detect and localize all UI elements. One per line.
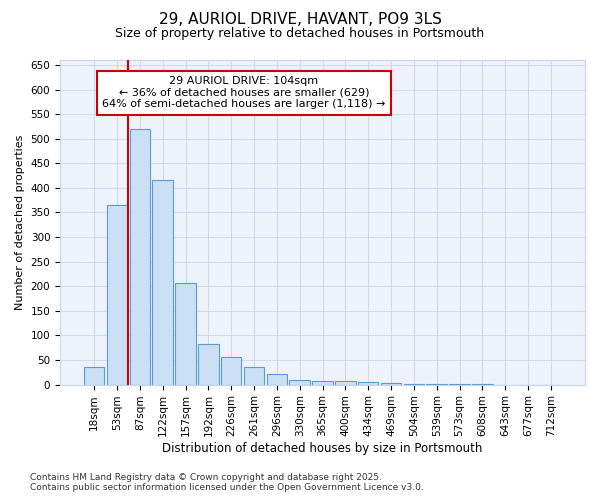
Bar (312, 380, 333, 384)
Text: 29 AURIOL DRIVE: 104sqm
← 36% of detached houses are smaller (629)
64% of semi-d: 29 AURIOL DRIVE: 104sqm ← 36% of detache… (102, 76, 385, 110)
Bar (381, 383, 401, 384)
Bar (130, 129, 150, 384)
Bar (244, 368, 264, 384)
Y-axis label: Number of detached properties: Number of detached properties (15, 134, 25, 310)
Bar (152, 180, 173, 384)
Bar (107, 205, 127, 384)
Bar (335, 380, 356, 384)
Bar (289, 380, 310, 384)
Bar (175, 283, 196, 384)
Text: Contains HM Land Registry data © Crown copyright and database right 2025.
Contai: Contains HM Land Registry data © Crown c… (30, 473, 424, 492)
Bar (221, 356, 241, 384)
X-axis label: Distribution of detached houses by size in Portsmouth: Distribution of detached houses by size … (163, 442, 483, 455)
Text: 29, AURIOL DRIVE, HAVANT, PO9 3LS: 29, AURIOL DRIVE, HAVANT, PO9 3LS (158, 12, 442, 28)
Bar (198, 344, 218, 385)
Bar (84, 368, 104, 384)
Bar (266, 374, 287, 384)
Text: Size of property relative to detached houses in Portsmouth: Size of property relative to detached ho… (115, 28, 485, 40)
Bar (358, 382, 379, 384)
